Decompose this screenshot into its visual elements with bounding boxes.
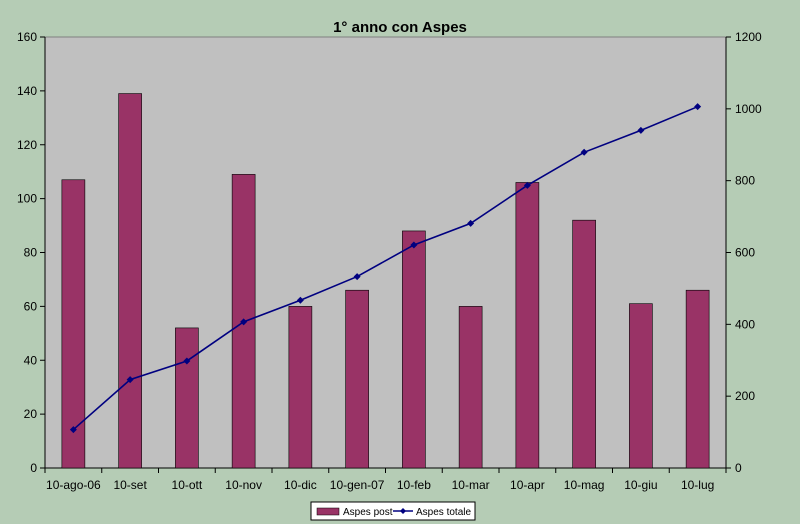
line-point	[410, 241, 418, 249]
bar	[629, 303, 653, 469]
right-tick-label: 400	[735, 317, 755, 331]
bar	[402, 230, 426, 469]
left-tick-label: 80	[24, 246, 38, 260]
right-tick-label: 0	[735, 461, 742, 475]
left-tick-label: 140	[17, 84, 37, 98]
bar	[685, 289, 710, 469]
legend: Aspes post Aspes totale	[310, 501, 476, 521]
bar	[345, 289, 369, 469]
line-point	[353, 273, 361, 281]
legend-swatch-aspes-post	[316, 507, 340, 516]
left-tick-label: 100	[17, 192, 37, 206]
right-tick-label: 200	[735, 389, 755, 403]
left-y-axis: 0 20 40 60 80 100 120 140 160	[17, 30, 46, 475]
left-tick-label: 20	[24, 407, 38, 421]
line-point	[296, 296, 304, 304]
x-tick-label: 10-gen-07	[330, 478, 385, 492]
x-tick-label: 10-nov	[225, 478, 262, 492]
bar	[175, 327, 199, 469]
left-tick-label: 40	[24, 353, 38, 367]
bar	[118, 93, 142, 469]
legend-marker-aspes-totale	[400, 508, 406, 514]
line-point	[637, 126, 645, 134]
line-point	[126, 376, 134, 384]
right-tick-label: 1200	[735, 30, 762, 44]
line-point	[183, 357, 191, 365]
line-point	[580, 148, 588, 156]
bar	[515, 182, 540, 469]
bar	[458, 306, 483, 469]
bar	[572, 219, 596, 469]
x-tick-label: 10-mar	[452, 478, 490, 492]
line-point	[523, 181, 531, 189]
x-tick-label: 10-mag	[564, 478, 605, 492]
x-tick-label: 10-lug	[681, 478, 714, 492]
bar	[61, 179, 86, 469]
x-axis: 10-ago-06 10-set 10-ott 10-nov 10-dic 10-gen-…	[44, 467, 727, 492]
line-series-aspes-totale	[69, 103, 702, 434]
x-tick-label: 10-dic	[284, 478, 317, 492]
plot-area	[44, 36, 727, 469]
left-tick-label: 60	[24, 299, 38, 313]
line-point	[467, 219, 475, 227]
line-point	[69, 426, 77, 434]
right-y-axis: 0 200 400 600 800 1000 1200	[725, 30, 762, 475]
line-point	[240, 318, 248, 326]
legend-label-aspes-totale: Aspes totale	[416, 507, 471, 518]
line-point	[694, 103, 702, 111]
right-tick-label: 800	[735, 174, 755, 188]
chart-title: 1° anno con Aspes	[333, 19, 467, 36]
x-tick-label: 10-set	[113, 478, 147, 492]
left-tick-label: 160	[17, 30, 37, 44]
right-tick-label: 600	[735, 246, 755, 260]
left-tick-label: 120	[17, 138, 37, 152]
x-tick-label: 10-feb	[397, 478, 431, 492]
x-tick-label: 10-apr	[510, 478, 545, 492]
x-tick-label: 10-ago-06	[46, 478, 101, 492]
bar	[288, 306, 313, 469]
x-tick-label: 10-ott	[172, 478, 203, 492]
x-tick-label: 10-giu	[624, 478, 657, 492]
right-tick-label: 1000	[735, 102, 762, 116]
series-line	[72, 105, 698, 431]
left-tick-label: 0	[30, 461, 37, 475]
legend-label-aspes-post: Aspes post	[343, 507, 393, 518]
